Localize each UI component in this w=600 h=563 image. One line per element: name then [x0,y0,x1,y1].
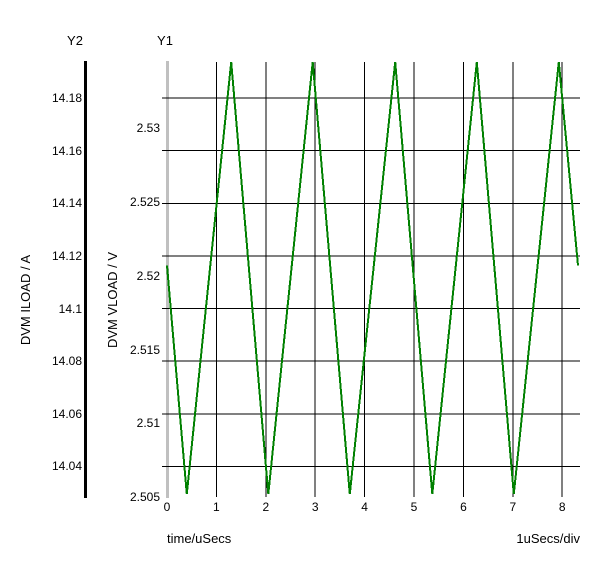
x-tick-label: 4 [361,500,368,514]
x-tick-label: 7 [509,500,517,514]
y2-axis-header: Y2 [67,33,83,48]
waveform-trace [166,61,579,495]
y2-tick-label: 14.16 [51,143,82,158]
x-tick-label: 0 [163,500,171,514]
x-tick-label: 1 [213,500,220,514]
y2-tick-label: 14.04 [51,459,82,474]
y1-tick-label: 2.53 [136,121,160,136]
y2-tick-label: 14.06 [51,406,82,421]
y2-tick-label: 14.14 [51,196,82,211]
y2-tick-label: 14.08 [51,354,82,369]
x-axis-title: time/uSecs [167,531,232,546]
y2-tick-label: 14.1 [58,301,82,316]
y2-tick-label: 14.18 [51,91,82,106]
x-tick-label: 2 [262,500,270,514]
y1-tick-label: 2.52 [136,268,160,283]
x-tick-label: 6 [460,500,467,514]
y1-tick-label: 2.515 [129,342,160,357]
y1-tick-label: 2.51 [136,416,160,431]
x-tick-label: 8 [558,500,566,514]
x-axis-scale-note: 1uSecs/div [516,531,580,546]
y2-tick-label: 14.12 [51,248,82,263]
y1-axis-header: Y1 [157,33,173,48]
y1-axis-title: DVM VLOAD / V [105,251,120,349]
x-tick-label: 5 [410,500,418,514]
y1-tick-label: 2.505 [129,490,160,504]
y1-tick-label: 2.525 [129,195,160,210]
x-tick-label: 3 [311,500,319,514]
